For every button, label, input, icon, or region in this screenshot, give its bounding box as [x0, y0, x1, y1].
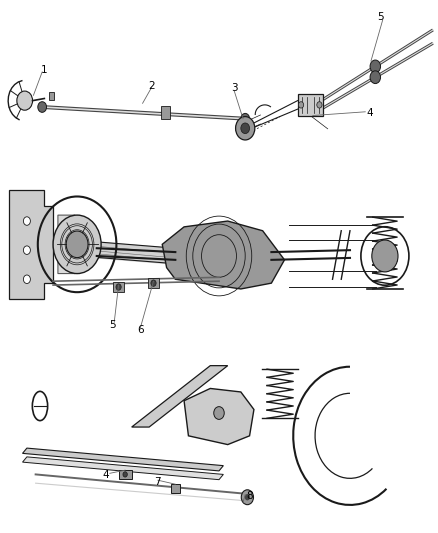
Text: 8: 8 [246, 491, 253, 501]
Circle shape [241, 123, 250, 134]
Circle shape [370, 60, 381, 73]
Text: 4: 4 [102, 470, 109, 480]
Circle shape [23, 217, 30, 225]
Polygon shape [22, 457, 223, 480]
Circle shape [53, 215, 101, 273]
Bar [297, 94, 323, 116]
Polygon shape [58, 215, 84, 273]
Circle shape [317, 102, 322, 108]
Circle shape [116, 284, 121, 290]
Text: 2: 2 [148, 81, 155, 91]
Circle shape [241, 490, 254, 505]
Circle shape [370, 71, 381, 84]
Text: 5: 5 [377, 12, 384, 22]
Circle shape [123, 472, 127, 477]
Circle shape [23, 246, 30, 254]
Circle shape [241, 114, 250, 124]
Bar [119, 470, 132, 479]
Text: 7: 7 [155, 477, 161, 487]
Polygon shape [22, 448, 223, 471]
Circle shape [38, 102, 46, 112]
Polygon shape [162, 221, 285, 289]
Circle shape [298, 102, 304, 108]
Bar [113, 282, 124, 292]
Text: 6: 6 [137, 325, 144, 335]
Circle shape [23, 275, 30, 284]
Circle shape [66, 231, 88, 257]
Bar [161, 107, 170, 119]
Text: 4: 4 [366, 108, 373, 118]
Circle shape [151, 280, 156, 286]
Bar [171, 484, 180, 492]
Polygon shape [10, 190, 53, 298]
Polygon shape [184, 389, 254, 445]
Circle shape [372, 240, 398, 272]
Circle shape [17, 91, 32, 110]
Text: 5: 5 [109, 320, 115, 330]
Circle shape [214, 407, 224, 419]
Bar [148, 278, 159, 288]
Circle shape [236, 117, 255, 140]
Polygon shape [49, 92, 54, 100]
Text: 1: 1 [41, 65, 48, 75]
Text: 3: 3 [231, 83, 237, 93]
Circle shape [245, 494, 250, 500]
Polygon shape [132, 366, 228, 427]
